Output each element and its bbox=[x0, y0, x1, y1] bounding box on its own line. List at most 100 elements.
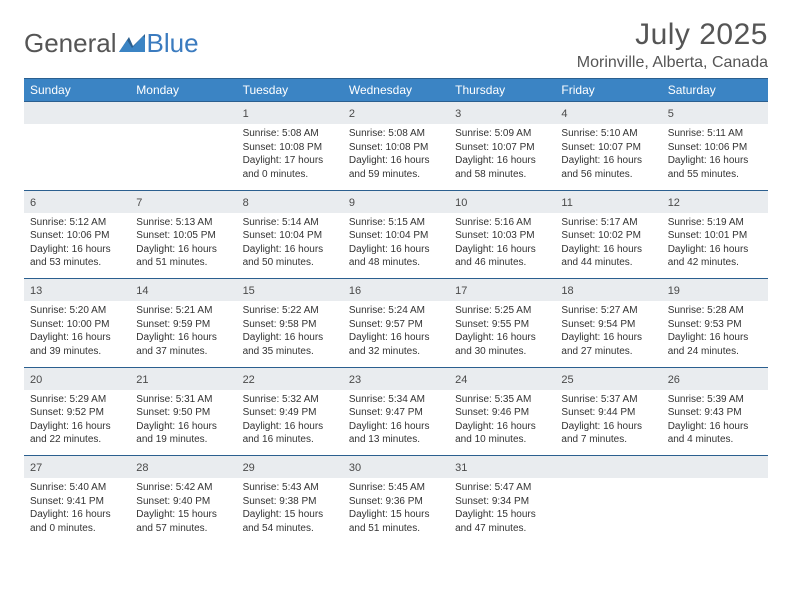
day-cell: Sunrise: 5:10 AMSunset: 10:07 PMDaylight… bbox=[555, 124, 661, 190]
day-number: 6 bbox=[30, 197, 36, 209]
day-cell: Sunrise: 5:45 AMSunset: 9:36 PMDaylight:… bbox=[343, 478, 449, 544]
day-cell: Sunrise: 5:47 AMSunset: 9:34 PMDaylight:… bbox=[449, 478, 555, 544]
day-cell: Sunrise: 5:31 AMSunset: 9:50 PMDaylight:… bbox=[130, 390, 236, 456]
day-number: 9 bbox=[349, 197, 355, 209]
day-number: 13 bbox=[30, 285, 42, 297]
day-details: Sunrise: 5:34 AMSunset: 9:47 PMDaylight:… bbox=[349, 393, 443, 447]
day-details: Sunrise: 5:08 AMSunset: 10:08 PMDaylight… bbox=[243, 127, 337, 181]
day-cell: Sunrise: 5:37 AMSunset: 9:44 PMDaylight:… bbox=[555, 390, 661, 456]
content-row: Sunrise: 5:29 AMSunset: 9:52 PMDaylight:… bbox=[24, 390, 768, 456]
day-details: Sunrise: 5:16 AMSunset: 10:03 PMDaylight… bbox=[455, 216, 549, 270]
day-details: Sunrise: 5:43 AMSunset: 9:38 PMDaylight:… bbox=[243, 481, 337, 535]
day-number: 7 bbox=[136, 197, 142, 209]
day-number: 5 bbox=[668, 108, 674, 120]
day-details: Sunrise: 5:09 AMSunset: 10:07 PMDaylight… bbox=[455, 127, 549, 181]
daynum-row: 2728293031 bbox=[24, 456, 768, 479]
day-details: Sunrise: 5:21 AMSunset: 9:59 PMDaylight:… bbox=[136, 304, 230, 358]
weekday-header: Monday bbox=[130, 79, 236, 102]
content-row: Sunrise: 5:20 AMSunset: 10:00 PMDaylight… bbox=[24, 301, 768, 367]
day-details: Sunrise: 5:45 AMSunset: 9:36 PMDaylight:… bbox=[349, 481, 443, 535]
daynum-cell bbox=[130, 102, 236, 125]
daynum-cell: 15 bbox=[237, 279, 343, 302]
day-cell: Sunrise: 5:13 AMSunset: 10:05 PMDaylight… bbox=[130, 213, 236, 279]
header: General Blue July 2025 Morinville, Alber… bbox=[24, 18, 768, 72]
day-details: Sunrise: 5:31 AMSunset: 9:50 PMDaylight:… bbox=[136, 393, 230, 447]
day-cell bbox=[662, 478, 768, 544]
logo-word2: Blue bbox=[147, 28, 199, 59]
daynum-row: 20 21 22 23 24 25 26 bbox=[24, 367, 768, 390]
day-details: Sunrise: 5:12 AMSunset: 10:06 PMDaylight… bbox=[30, 216, 124, 270]
weekday-header: Tuesday bbox=[237, 79, 343, 102]
daynum-cell: 22 bbox=[237, 367, 343, 390]
day-cell: Sunrise: 5:25 AMSunset: 9:55 PMDaylight:… bbox=[449, 301, 555, 367]
day-number: 29 bbox=[243, 462, 255, 474]
day-number: 27 bbox=[30, 462, 42, 474]
day-details: Sunrise: 5:11 AMSunset: 10:06 PMDaylight… bbox=[668, 127, 762, 181]
day-number: 15 bbox=[243, 285, 255, 297]
day-cell: Sunrise: 5:28 AMSunset: 9:53 PMDaylight:… bbox=[662, 301, 768, 367]
weekday-header: Wednesday bbox=[343, 79, 449, 102]
daynum-cell: 26 bbox=[662, 367, 768, 390]
calendar-table: Sunday Monday Tuesday Wednesday Thursday… bbox=[24, 78, 768, 544]
daynum-cell: 14 bbox=[130, 279, 236, 302]
day-details: Sunrise: 5:28 AMSunset: 9:53 PMDaylight:… bbox=[668, 304, 762, 358]
day-cell: Sunrise: 5:22 AMSunset: 9:58 PMDaylight:… bbox=[237, 301, 343, 367]
daynum-cell: 25 bbox=[555, 367, 661, 390]
logo-word1: General bbox=[24, 28, 117, 59]
daynum-cell: 29 bbox=[237, 456, 343, 479]
daynum-cell: 4 bbox=[555, 102, 661, 125]
day-number: 3 bbox=[455, 108, 461, 120]
day-cell: Sunrise: 5:19 AMSunset: 10:01 PMDaylight… bbox=[662, 213, 768, 279]
daynum-cell: 1 bbox=[237, 102, 343, 125]
day-cell: Sunrise: 5:34 AMSunset: 9:47 PMDaylight:… bbox=[343, 390, 449, 456]
daynum-cell: 20 bbox=[24, 367, 130, 390]
day-details: Sunrise: 5:20 AMSunset: 10:00 PMDaylight… bbox=[30, 304, 124, 358]
day-number: 17 bbox=[455, 285, 467, 297]
daynum-cell: 21 bbox=[130, 367, 236, 390]
day-details: Sunrise: 5:42 AMSunset: 9:40 PMDaylight:… bbox=[136, 481, 230, 535]
day-number: 16 bbox=[349, 285, 361, 297]
day-details: Sunrise: 5:40 AMSunset: 9:41 PMDaylight:… bbox=[30, 481, 124, 535]
day-number: 22 bbox=[243, 374, 255, 386]
day-details: Sunrise: 5:37 AMSunset: 9:44 PMDaylight:… bbox=[561, 393, 655, 447]
calendar-body: 12345Sunrise: 5:08 AMSunset: 10:08 PMDay… bbox=[24, 102, 768, 545]
day-number: 31 bbox=[455, 462, 467, 474]
weekday-header: Thursday bbox=[449, 79, 555, 102]
day-cell: Sunrise: 5:20 AMSunset: 10:00 PMDaylight… bbox=[24, 301, 130, 367]
day-number: 30 bbox=[349, 462, 361, 474]
day-number: 8 bbox=[243, 197, 249, 209]
daynum-cell: 10 bbox=[449, 190, 555, 213]
day-cell: Sunrise: 5:08 AMSunset: 10:08 PMDaylight… bbox=[343, 124, 449, 190]
title-block: July 2025 Morinville, Alberta, Canada bbox=[577, 18, 768, 72]
day-number: 11 bbox=[561, 197, 572, 209]
daynum-cell: 23 bbox=[343, 367, 449, 390]
day-number: 4 bbox=[561, 108, 567, 120]
content-row: Sunrise: 5:40 AMSunset: 9:41 PMDaylight:… bbox=[24, 478, 768, 544]
daynum-cell: 2 bbox=[343, 102, 449, 125]
daynum-cell: 31 bbox=[449, 456, 555, 479]
day-number: 24 bbox=[455, 374, 467, 386]
weekday-header-row: Sunday Monday Tuesday Wednesday Thursday… bbox=[24, 79, 768, 102]
day-cell: Sunrise: 5:39 AMSunset: 9:43 PMDaylight:… bbox=[662, 390, 768, 456]
day-cell: Sunrise: 5:08 AMSunset: 10:08 PMDaylight… bbox=[237, 124, 343, 190]
day-details: Sunrise: 5:19 AMSunset: 10:01 PMDaylight… bbox=[668, 216, 762, 270]
day-details: Sunrise: 5:13 AMSunset: 10:05 PMDaylight… bbox=[136, 216, 230, 270]
daynum-cell: 19 bbox=[662, 279, 768, 302]
day-cell: Sunrise: 5:43 AMSunset: 9:38 PMDaylight:… bbox=[237, 478, 343, 544]
day-number: 25 bbox=[561, 374, 573, 386]
logo-mark-icon bbox=[119, 34, 145, 54]
day-cell: Sunrise: 5:11 AMSunset: 10:06 PMDaylight… bbox=[662, 124, 768, 190]
day-number: 20 bbox=[30, 374, 42, 386]
day-cell bbox=[24, 124, 130, 190]
daynum-row: 6789101112 bbox=[24, 190, 768, 213]
day-cell bbox=[555, 478, 661, 544]
day-number: 2 bbox=[349, 108, 355, 120]
weekday-header: Friday bbox=[555, 79, 661, 102]
day-details: Sunrise: 5:15 AMSunset: 10:04 PMDaylight… bbox=[349, 216, 443, 270]
month-title: July 2025 bbox=[577, 18, 768, 52]
daynum-cell: 18 bbox=[555, 279, 661, 302]
daynum-cell: 24 bbox=[449, 367, 555, 390]
daynum-cell bbox=[24, 102, 130, 125]
daynum-cell: 8 bbox=[237, 190, 343, 213]
daynum-cell: 6 bbox=[24, 190, 130, 213]
